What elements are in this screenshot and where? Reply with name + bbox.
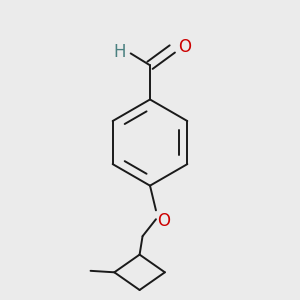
Text: O: O — [178, 38, 190, 56]
Text: O: O — [158, 212, 170, 230]
Text: H: H — [114, 43, 126, 61]
